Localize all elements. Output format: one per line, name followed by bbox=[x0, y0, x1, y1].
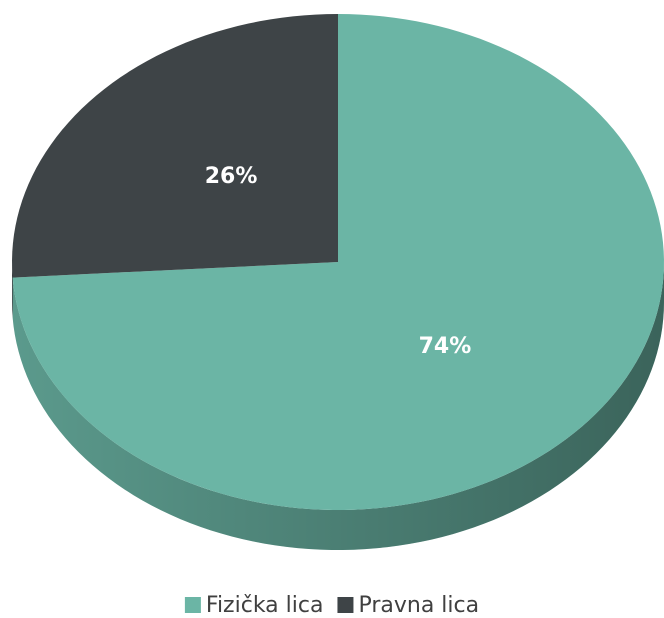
slice-side-shade bbox=[12, 262, 13, 318]
slice bbox=[12, 14, 664, 510]
data-label: 74% bbox=[419, 334, 472, 359]
pie-tops: 74% 26% bbox=[12, 14, 664, 510]
data-label: 26% bbox=[205, 164, 258, 189]
pie-sides bbox=[12, 262, 664, 550]
slice-side-shade bbox=[12, 262, 664, 550]
legend-swatch bbox=[337, 597, 354, 613]
legend-label: Fizička lica bbox=[206, 593, 324, 618]
legend-label: Pravna lica bbox=[358, 593, 479, 618]
legend-swatch bbox=[184, 597, 201, 613]
slice bbox=[12, 14, 338, 278]
legend: Fizička lica Pravna lica bbox=[184, 593, 479, 618]
